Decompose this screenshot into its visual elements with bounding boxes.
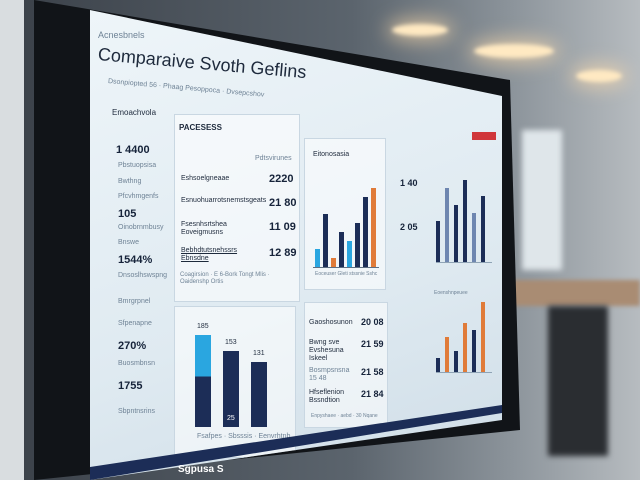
bar (363, 196, 368, 267)
small-bar-chart (313, 179, 379, 268)
small-chart-caption: Eoceuser Gleti stssnie Sshc (315, 271, 378, 277)
panel-value: 2 05 (400, 222, 418, 232)
bar (454, 204, 458, 262)
row-label: Bosmpsnsna 15 48 (309, 367, 350, 383)
bar (463, 180, 467, 262)
column-label: Pdtsvirunes (255, 155, 292, 162)
bar (223, 350, 239, 427)
wall-left (0, 0, 24, 480)
bar (472, 212, 476, 262)
small-chart-title: Eitonosasia (313, 151, 350, 158)
bar (454, 351, 458, 372)
sidebar-item[interactable]: Buosmbnsn (118, 360, 155, 367)
bar (323, 214, 328, 267)
footer-brand: Sgpusa S (178, 464, 224, 475)
brand-badge (472, 132, 496, 140)
desk (505, 280, 640, 306)
sidebar-heading: Emoachvola (112, 108, 157, 117)
bar (472, 330, 476, 372)
summary-card: PACESESS Pdtsvirunes Eshsoelgneaae 2220 … (174, 114, 300, 302)
panel-value: 1 40 (400, 178, 418, 188)
summary-title: PACESESS (179, 123, 222, 132)
row-label: Gaoshosunon (309, 319, 353, 326)
sidebar-item[interactable]: Bmrgrpnel (118, 298, 151, 305)
sidebar-value: 105 (118, 208, 137, 220)
bar (315, 249, 320, 267)
monitor-screen: Acnesbnels Comparaive Svoth Geflins Dson… (90, 10, 502, 480)
summary-footer: Coagirsion · E 6-Bork Tongt Mlis · Oaide… (180, 272, 270, 285)
sidebar-item[interactable]: Pfcvhmgenfs (118, 193, 159, 200)
bar (436, 358, 440, 372)
ceiling-light (576, 70, 622, 82)
metrics-card: Gaoshosunon 20 08 Bwng sve Evshesuna Isk… (304, 302, 388, 428)
bar (481, 196, 485, 262)
bar-label: 185 (197, 322, 209, 330)
bar (481, 302, 485, 372)
sidebar-item[interactable]: Oinobrnmbusy (118, 224, 164, 231)
sidebar-item[interactable]: Pbstuopsisa (118, 162, 157, 169)
panel-label: Eoenshnpeuee (434, 290, 468, 296)
row-label: Fsesnhsrtshea Eoveigmusns (181, 221, 227, 237)
row-value: 21 84 (361, 389, 384, 399)
right-lower-bar-chart (436, 302, 492, 373)
sidebar-item[interactable]: Bnswe (118, 239, 140, 246)
bar (463, 323, 467, 372)
metrics-footer: Enpyshaee · aebd · 30 Nqane (311, 413, 378, 419)
bar (251, 361, 267, 427)
sidebar-value: 1544% (118, 254, 153, 266)
bar-inner-label: 25 (227, 415, 235, 422)
row-label: Eshsoelgneaae (181, 175, 230, 182)
bar (347, 240, 352, 267)
sidebar-value: 1755 (118, 380, 143, 392)
bar (445, 337, 449, 372)
bottom-chart-card: 185 153 25 131 Fsafpes · Sbsssis · Eenvrhtn… (174, 306, 296, 458)
row-value: 2220 (269, 173, 294, 185)
row-label: Bebhdtutsnehssrs Ebnsdne (181, 247, 238, 263)
bar (339, 231, 344, 267)
sidebar-item[interactable]: Sbpntnsrins (118, 408, 155, 415)
right-bar-chart (436, 180, 492, 263)
row-value: 21 58 (361, 367, 384, 377)
bar (195, 334, 211, 427)
row-value: 21 80 (269, 197, 297, 209)
sidebar-item[interactable]: Bwthng (118, 178, 142, 185)
ceiling-light (474, 44, 554, 58)
bar (445, 188, 449, 262)
app-label: Acnesbnels (98, 30, 145, 40)
bar-label: 153 (225, 338, 237, 346)
bar (371, 187, 376, 267)
bottom-chart-caption: Fsafpes · Sbsssis · Eenvrhtnb (197, 433, 291, 440)
page-subtitle: Dsonpiopted 56 · Phaag Pesoppoca · Dvsep… (107, 78, 265, 99)
bar (355, 223, 360, 267)
bar-label: 131 (253, 349, 265, 357)
row-label: Esnuohuarrotsnemstsgeats (181, 197, 267, 204)
row-value: 11 09 (269, 221, 296, 233)
sidebar-item[interactable]: Dnsoslhswspng (118, 272, 168, 279)
bar (331, 258, 336, 267)
sidebar-value: 1 4400 (116, 144, 150, 156)
row-value: 20 08 (361, 317, 384, 327)
bar (436, 221, 440, 262)
sidebar-item[interactable]: Sfpenapne (118, 320, 152, 327)
row-label: Bwng sve Evshesuna Iskeel (309, 339, 344, 363)
window (522, 130, 562, 270)
small-chart-card: Eitonosasia Eoceuser Gleti stssnie Sshc (304, 138, 386, 290)
ceiling-light (392, 24, 448, 36)
row-label: Hfseflenion Bssndtion (309, 389, 345, 405)
page-title: Comparaive Svoth Geflins (97, 44, 308, 83)
row-value: 21 59 (361, 339, 384, 349)
chair (548, 306, 608, 456)
row-value: 12 89 (269, 247, 297, 259)
bottom-bar-chart: 185 153 25 131 (195, 323, 285, 427)
sidebar-value: 270% (118, 340, 147, 352)
